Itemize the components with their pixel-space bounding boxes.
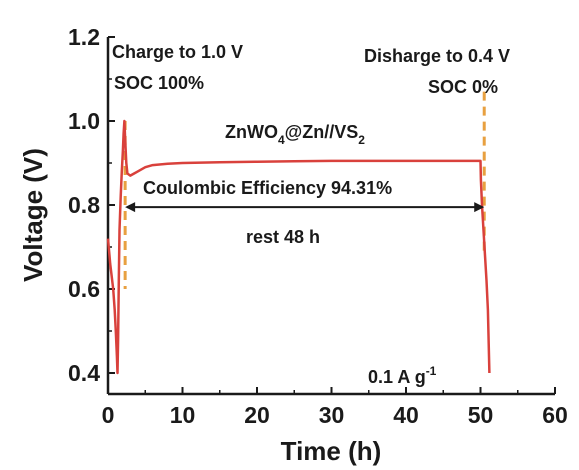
x-tick-label: 30: [319, 402, 345, 428]
x-tick-label: 0: [102, 402, 115, 428]
discharge-annotation-line2: SOC 0%: [428, 77, 498, 97]
current-density-main: 0.1 A g: [368, 367, 426, 387]
charge-annotation-line1: Charge to 1.0 V: [112, 42, 243, 62]
cell-label-main: ZnWO: [225, 122, 278, 142]
rest-annotation: rest 48 h: [246, 227, 320, 247]
x-tick-label: 40: [393, 402, 419, 428]
coulombic-annotation: Coulombic Efficiency 94.31%: [143, 178, 392, 198]
y-tick-label: 0.4: [68, 360, 100, 386]
rest-arrow-head-right: [474, 202, 485, 213]
x-tick-label: 10: [170, 402, 196, 428]
series-line-voltage: [106, 119, 491, 375]
y-tick-label: 1.2: [68, 24, 100, 50]
rest-arrow-head-left: [125, 202, 136, 213]
x-tick-label: 20: [244, 402, 270, 428]
y-tick-label: 0.6: [68, 276, 100, 302]
current-density-label: 0.1 A g-1: [368, 364, 437, 387]
y-tick-label: 0.8: [68, 192, 100, 218]
current-density-sup: -1: [426, 364, 437, 378]
y-tick-label: 1.0: [68, 108, 100, 134]
y-axis-title: Voltage (V): [18, 148, 48, 282]
x-tick-label: 50: [468, 402, 494, 428]
cell-label-sub: 4: [278, 133, 285, 147]
x-axis-title: Time (h): [281, 436, 382, 466]
x-tick-label: 60: [542, 402, 568, 428]
discharge-annotation-line1: Disharge to 0.4 V: [364, 46, 510, 66]
cell-label-sub2: 2: [358, 133, 365, 147]
cell-label-rest: @Zn//VS: [285, 122, 359, 142]
charge-annotation-line2: SOC 100%: [114, 73, 204, 93]
cell-label: ZnWO4@Zn//VS2: [225, 122, 365, 147]
